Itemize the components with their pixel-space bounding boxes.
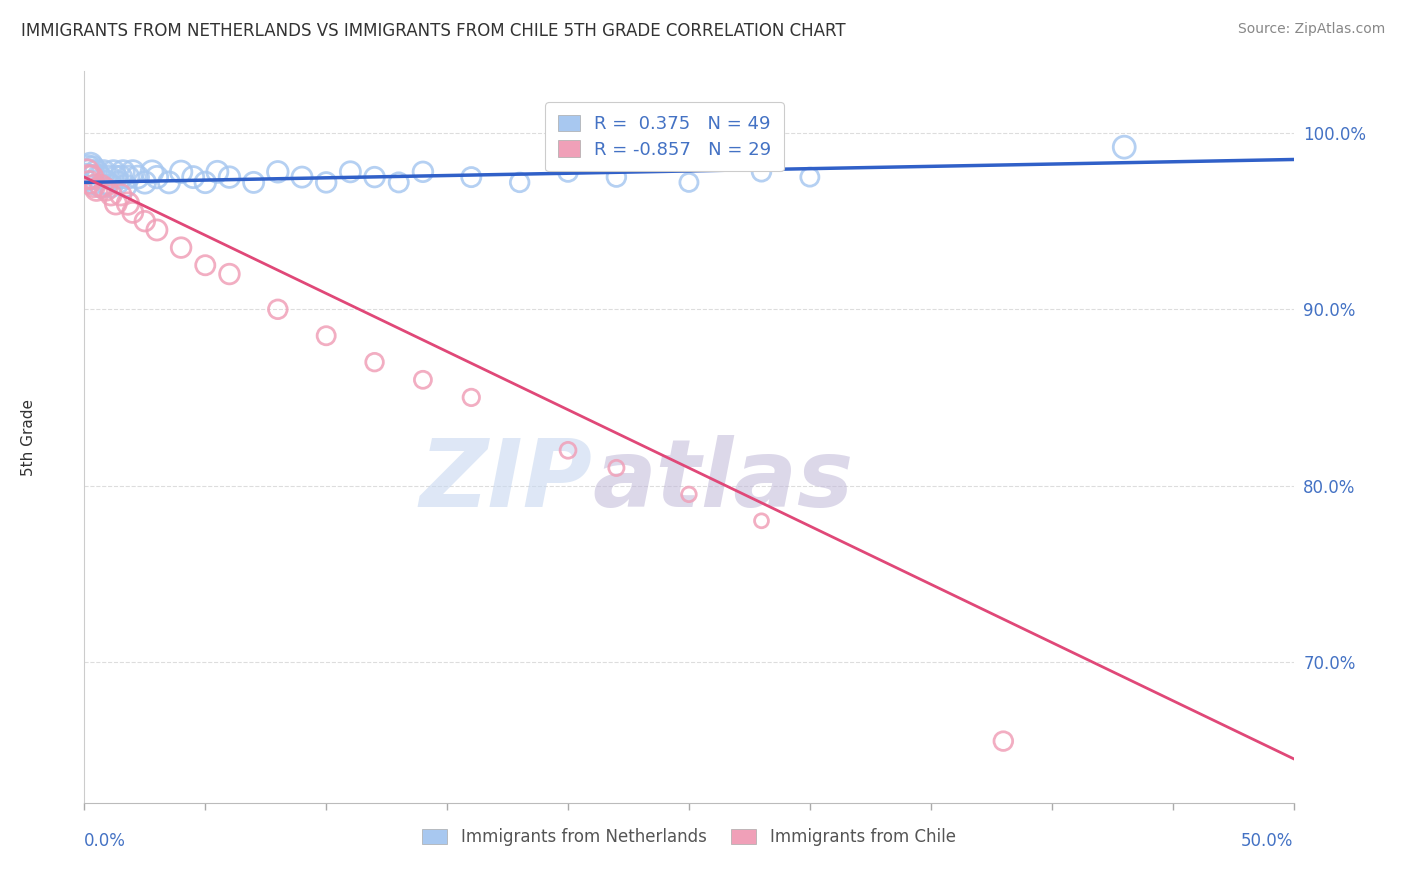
Point [751,514,773,528]
Point [110,187,132,202]
Point [363,170,385,185]
Point [93,165,115,179]
Point [267,302,290,317]
Point [83,175,105,189]
Point [291,170,314,185]
Point [100,178,122,193]
Point [79,158,101,172]
Point [77,161,100,176]
Point [110,170,132,185]
Point [412,165,434,179]
Point [82,161,104,176]
Point [509,175,531,189]
Point [678,487,700,501]
Point [339,165,361,179]
Point [218,170,240,185]
Point [315,328,337,343]
Point [146,223,169,237]
Point [751,165,773,179]
Text: 0.0%: 0.0% [84,832,127,850]
Text: ZIP: ZIP [419,435,592,527]
Text: 5th Grade: 5th Grade [21,399,37,475]
Point [557,165,579,179]
Legend: R =  0.375   N = 49, R = -0.857   N = 29: R = 0.375 N = 49, R = -0.857 N = 29 [546,103,785,171]
Text: Source: ZipAtlas.com: Source: ZipAtlas.com [1237,22,1385,37]
Point [1114,140,1136,154]
Point [117,170,139,185]
Point [94,175,117,189]
Point [315,175,337,189]
Point [80,170,103,185]
Point [77,175,100,189]
Point [86,165,108,179]
Point [134,214,156,228]
Point [388,175,411,189]
Point [460,170,482,185]
Point [170,165,193,179]
Point [557,443,579,458]
Point [90,178,112,193]
Point [605,461,627,475]
Point [80,170,103,185]
Point [94,182,117,196]
Point [90,178,112,193]
Text: atlas: atlas [592,435,853,527]
Point [267,165,290,179]
Point [104,170,127,185]
Point [76,170,98,185]
Point [76,165,98,179]
Point [103,165,125,179]
Point [127,170,149,185]
Point [181,170,204,185]
Point [107,175,129,189]
Point [194,175,217,189]
Point [97,170,120,185]
Point [100,187,122,202]
Point [141,165,163,179]
Point [218,267,240,281]
Point [194,258,217,272]
Point [363,355,385,369]
Point [170,241,193,255]
Point [121,165,143,179]
Point [678,175,700,189]
Point [121,205,143,219]
Point [157,175,180,189]
Point [104,196,127,211]
Point [460,391,482,405]
Point [77,170,100,185]
Point [114,178,136,193]
Point [242,175,264,189]
Point [77,165,100,179]
Point [134,175,156,189]
Point [146,170,169,185]
Point [412,373,434,387]
Point [112,165,135,179]
Point [117,196,139,211]
Point [993,734,1015,748]
Point [207,165,229,179]
Text: IMMIGRANTS FROM NETHERLANDS VS IMMIGRANTS FROM CHILE 5TH GRADE CORRELATION CHART: IMMIGRANTS FROM NETHERLANDS VS IMMIGRANT… [21,22,846,40]
Point [83,178,105,193]
Point [87,170,110,185]
Text: 50.0%: 50.0% [1241,832,1294,850]
Point [86,182,108,196]
Point [605,170,627,185]
Point [799,170,821,185]
